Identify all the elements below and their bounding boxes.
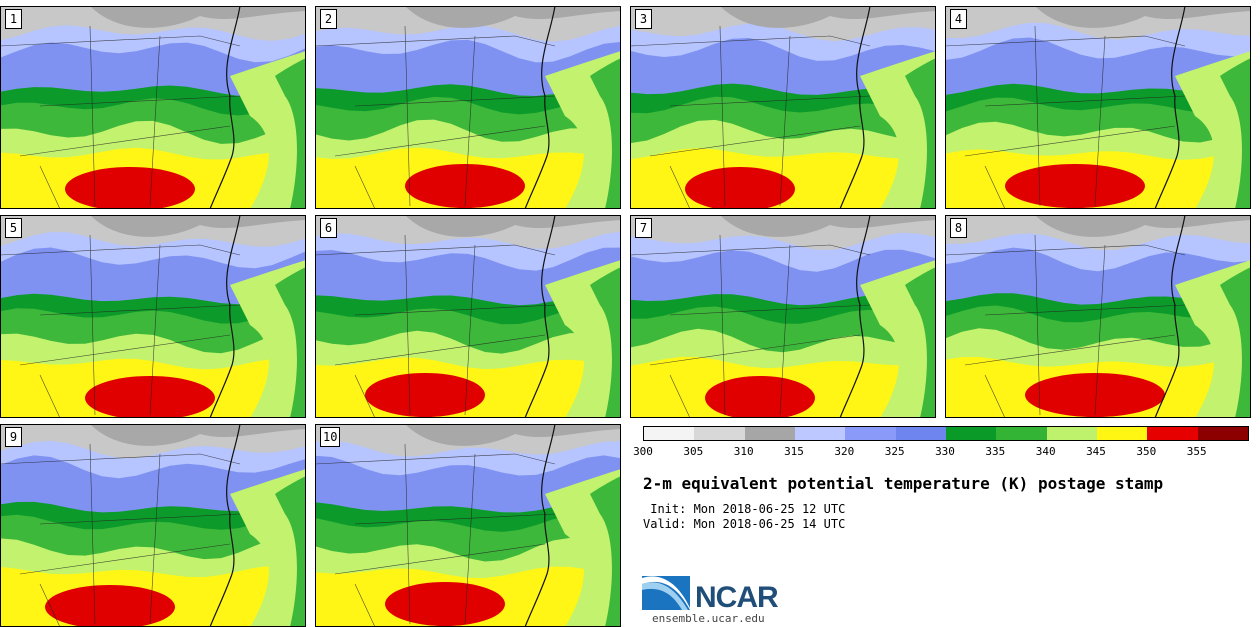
ncar-logo-icon [642, 576, 690, 610]
member-number-label: 9 [5, 427, 22, 447]
member-number-label: 2 [320, 9, 337, 29]
colorbar-tick-label: 315 [784, 445, 804, 458]
ensemble-member-map[interactable]: 7 [630, 215, 936, 418]
colorbar [643, 426, 1249, 441]
colorbar-ticks: 300 305 310 315 320 325 330 335 340 345 350 355 [633, 445, 1247, 461]
member-number-label: 4 [950, 9, 967, 29]
ensemble-member-map[interactable]: 6 [315, 215, 621, 418]
colorbar-swatch [744, 427, 795, 440]
colorbar-swatch [1096, 427, 1148, 440]
ncar-logo-text: NCAR [695, 581, 779, 614]
ensemble-member-map[interactable]: 10 [315, 424, 621, 627]
colorbar-tick-label: 345 [1086, 445, 1106, 458]
colorbar-swatch [694, 427, 745, 440]
colorbar-tick-label: 305 [683, 445, 704, 458]
colorbar-tick-label: 335 [985, 445, 1006, 458]
member-number-label: 7 [635, 218, 652, 238]
colorbar-swatch [945, 427, 997, 440]
ensemble-member-map[interactable]: 4 [945, 6, 1251, 209]
ensemble-member-map[interactable]: 5 [0, 215, 306, 418]
plot-title: 2-m equivalent potential temperature (K)… [643, 474, 1164, 493]
colorbar-tick-label: 320 [834, 445, 855, 458]
colorbar-swatch [895, 427, 946, 440]
colorbar-tick-label: 350 [1136, 445, 1157, 458]
member-number-label: 3 [635, 9, 652, 29]
ensemble-member-map[interactable]: 1 [0, 6, 306, 209]
ensemble-member-map[interactable]: 9 [0, 424, 306, 627]
member-number-label: 6 [320, 218, 337, 238]
colorbar-tick-label: 340 [1035, 445, 1056, 458]
ensemble-member-map[interactable]: 8 [945, 215, 1251, 418]
member-number-label: 8 [950, 218, 967, 238]
colorbar-swatch [794, 427, 846, 440]
site-url: ensemble.ucar.edu [652, 612, 765, 625]
colorbar-swatch [845, 427, 896, 440]
ensemble-member-map[interactable]: 2 [315, 6, 621, 209]
valid-time: Valid: Mon 2018-06-25 14 UTC [643, 517, 846, 531]
colorbar-swatch [996, 427, 1047, 440]
member-number-label: 1 [5, 9, 22, 29]
colorbar-swatch [1147, 427, 1198, 440]
colorbar-tick-label: 300 [633, 445, 653, 458]
member-number-label: 10 [320, 427, 341, 447]
colorbar-swatch [1197, 427, 1248, 440]
time-info: Init: Mon 2018-06-25 12 UTC Valid: Mon 2… [643, 502, 845, 532]
colorbar-tick-label: 330 [935, 445, 955, 458]
colorbar-swatch [644, 427, 695, 440]
colorbar-tick-label: 325 [884, 445, 905, 458]
colorbar-tick-label: 310 [733, 445, 754, 458]
member-number-label: 5 [5, 218, 22, 238]
init-time: Init: Mon 2018-06-25 12 UTC [643, 502, 846, 516]
colorbar-tick-label: 355 [1186, 445, 1207, 458]
ensemble-member-map[interactable]: 3 [630, 6, 936, 209]
colorbar-swatch [1046, 427, 1097, 440]
